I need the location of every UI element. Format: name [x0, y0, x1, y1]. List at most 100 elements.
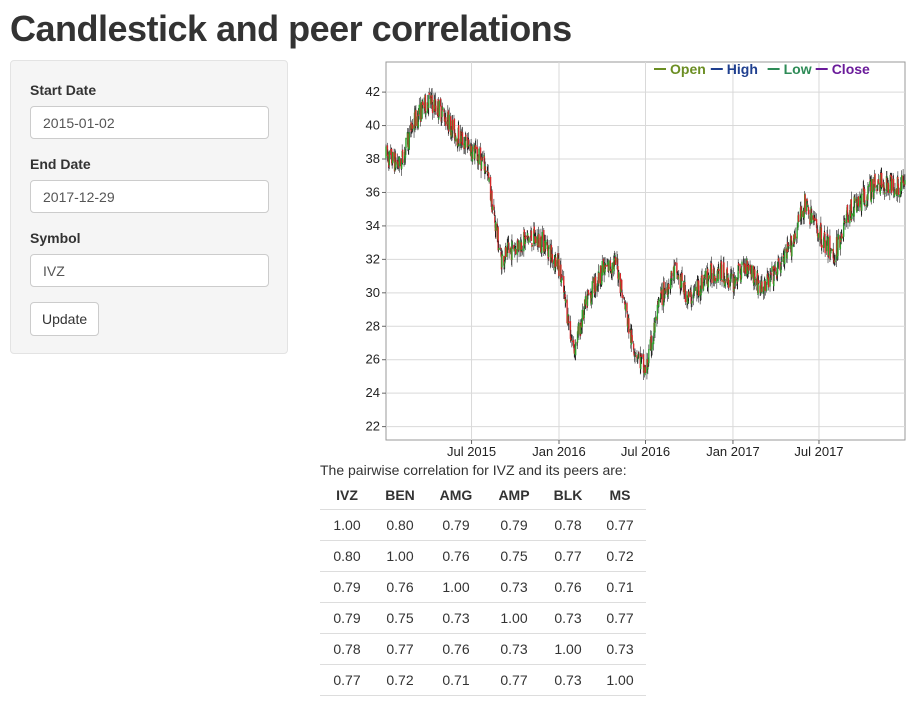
candle-body	[601, 260, 603, 276]
start-date-input[interactable]	[30, 106, 269, 139]
candle-body	[896, 176, 899, 196]
candle-body	[626, 314, 629, 327]
candle-body	[900, 175, 903, 192]
candle-body	[400, 159, 403, 169]
candle-body	[650, 348, 653, 351]
candle-body	[441, 107, 444, 110]
candle-body	[418, 104, 420, 115]
candle-body	[854, 197, 856, 202]
candle-body	[863, 188, 866, 203]
candle-body	[661, 289, 663, 306]
candle-body	[607, 262, 609, 266]
candle-body	[613, 259, 615, 272]
candle-body	[517, 242, 519, 250]
candle-body	[443, 109, 445, 112]
candle-body	[596, 285, 598, 291]
candle-body	[826, 235, 828, 242]
candle-body	[859, 196, 861, 208]
candle-body	[885, 176, 888, 192]
correlation-header-row: IVZ BEN AMG AMP BLK MS	[320, 481, 646, 510]
correlation-cell: 0.77	[486, 664, 542, 696]
candle-body	[487, 172, 490, 180]
candle-body	[640, 357, 642, 370]
correlation-cell: 0.79	[320, 571, 374, 603]
chart-legend[interactable]: Open High Low Close	[654, 61, 870, 77]
candle-body	[727, 279, 730, 288]
candle-body	[491, 190, 493, 213]
candle-body	[474, 151, 476, 159]
candle-body	[709, 264, 712, 280]
candle-body	[787, 246, 789, 250]
candle-body	[630, 331, 632, 345]
candle-body	[827, 237, 830, 256]
candle-body	[737, 264, 739, 280]
candle-body	[566, 299, 568, 323]
candle-body	[687, 297, 689, 304]
correlation-cell: 0.77	[542, 540, 594, 572]
candle-body	[856, 201, 858, 212]
candle-body	[781, 260, 783, 262]
candle-body	[741, 261, 743, 266]
candle-body	[447, 110, 449, 129]
candle-body	[523, 232, 525, 252]
candle-body	[516, 241, 518, 256]
symbol-input[interactable]	[30, 254, 269, 287]
correlation-header-cell: MS	[609, 487, 631, 503]
candle-body	[784, 248, 786, 265]
y-tick-label: 38	[366, 151, 380, 166]
candle-body	[548, 244, 550, 248]
candle-body	[614, 255, 616, 256]
candle-body	[622, 296, 625, 298]
candle-body	[774, 264, 776, 269]
candle-body	[776, 261, 779, 275]
page-title: Candlestick and peer correlations	[10, 8, 572, 49]
candle-body	[757, 280, 759, 295]
candle-body	[877, 179, 880, 184]
candle-body	[711, 279, 713, 283]
candle-body	[703, 275, 706, 279]
end-date-label: End Date	[30, 156, 91, 172]
candle-body	[564, 294, 566, 302]
candlestick-chart[interactable]: 22 24 26 28 30 32 34 36 38 40 42 Jul 2015 Jan 2016 Ju…	[330, 60, 910, 462]
candle-body	[437, 99, 439, 118]
candle-body	[694, 287, 697, 291]
candle-body	[621, 279, 623, 292]
candle-body	[729, 273, 732, 282]
end-date-input[interactable]	[30, 180, 269, 213]
candle-body	[410, 122, 412, 132]
candle-body	[674, 263, 676, 265]
candle-body	[650, 335, 652, 351]
start-date-label: Start Date	[30, 82, 97, 98]
candle-body	[843, 220, 845, 224]
candle-body	[483, 156, 486, 171]
candle-body	[516, 239, 519, 244]
correlation-cell: 0.78	[542, 509, 594, 541]
correlation-cell: 0.73	[426, 602, 486, 634]
candle-body	[864, 205, 866, 206]
candle-body	[872, 190, 875, 199]
candle-body	[660, 292, 662, 299]
candle-body	[876, 188, 878, 192]
candle-body	[391, 148, 393, 164]
candle-body	[425, 113, 427, 115]
candle-body	[530, 230, 533, 241]
update-button[interactable]: Update	[30, 302, 100, 336]
candle-body	[511, 241, 513, 260]
candle-body	[792, 242, 795, 247]
candle-body	[440, 119, 443, 121]
candle-body	[449, 116, 452, 136]
correlation-cell: 1.00	[320, 509, 374, 541]
candle-body	[525, 235, 527, 240]
candle-body	[720, 261, 723, 279]
candle-body	[714, 275, 716, 280]
candle-body	[749, 264, 752, 269]
candle-body	[456, 138, 458, 146]
candle-body	[887, 182, 890, 194]
candle-body	[448, 114, 450, 130]
candle-body	[836, 237, 838, 257]
candle-body	[609, 260, 612, 271]
correlation-cell: 0.73	[594, 633, 646, 665]
candle-body	[652, 336, 655, 345]
candle-body	[658, 299, 660, 307]
correlation-header-cell: AMP	[498, 487, 530, 503]
